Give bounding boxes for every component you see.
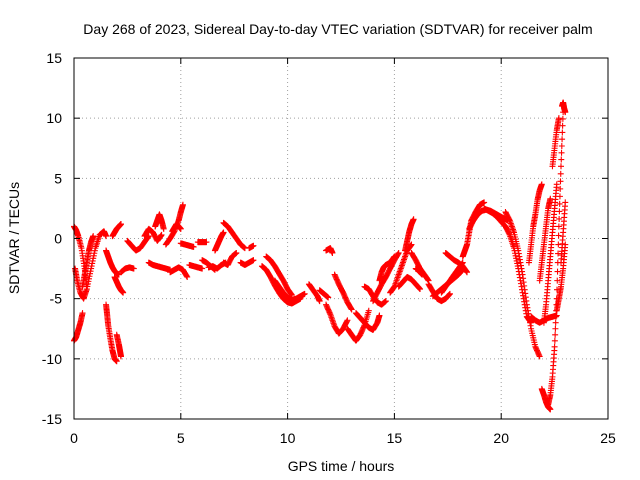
data-point-interp	[558, 149, 565, 156]
data-point	[199, 265, 206, 272]
axis-ticks	[73, 57, 609, 420]
x-tick-labels: 0 5 10 15 20 25	[70, 430, 616, 446]
data-point-interp	[554, 268, 561, 275]
data-point	[562, 241, 569, 248]
data-point	[177, 225, 184, 232]
data-point	[301, 290, 308, 297]
data-point	[562, 109, 569, 116]
data-point	[481, 199, 488, 206]
data-point-interp	[552, 313, 559, 320]
data-point-interp	[559, 122, 566, 129]
data-point	[365, 307, 372, 314]
data-point	[551, 343, 558, 350]
data-point	[90, 233, 97, 240]
data-point	[130, 265, 137, 272]
data-point	[382, 298, 389, 305]
y-tick-label: 15	[46, 50, 62, 66]
data-point-interp	[552, 325, 559, 332]
x-tick-label: 25	[600, 430, 616, 446]
data-point	[547, 406, 554, 413]
y-tick-label: 10	[46, 110, 62, 126]
data-point	[160, 225, 167, 232]
data-point	[179, 201, 186, 208]
data-point-interp	[558, 142, 565, 149]
data-point-interp	[552, 331, 559, 338]
data-point-interp	[554, 277, 561, 284]
data-point	[120, 289, 127, 296]
y-axis-label: SDTVAR / TECUs	[6, 182, 22, 294]
data-point	[410, 216, 417, 223]
data-point	[190, 243, 197, 250]
data-point-interp	[557, 185, 564, 192]
data-point	[395, 249, 402, 256]
data-point-interp	[555, 241, 562, 248]
data-point	[250, 242, 257, 249]
data-point	[558, 163, 565, 170]
data-point	[553, 181, 560, 188]
x-tick-label: 0	[70, 430, 78, 446]
data-points	[71, 99, 569, 413]
data-point	[538, 181, 545, 188]
y-tick-label: 0	[54, 231, 62, 247]
data-point-interp	[557, 178, 564, 185]
data-point	[316, 298, 323, 305]
data-point	[446, 290, 453, 297]
data-point	[536, 353, 543, 360]
data-point	[79, 310, 86, 317]
data-point	[408, 241, 415, 248]
data-point	[158, 231, 165, 238]
x-tick-label: 5	[177, 430, 185, 446]
data-point-interp	[552, 319, 559, 326]
data-point	[233, 249, 240, 256]
data-point	[348, 306, 355, 313]
data-point-interp	[559, 129, 566, 136]
data-point-interp	[559, 115, 566, 122]
data-point	[376, 312, 383, 319]
chart-title: Day 268 of 2023, Sidereal Day-to-day VTE…	[83, 21, 592, 37]
data-point-interp	[555, 250, 562, 257]
x-axis-label: GPS time / hours	[288, 458, 395, 474]
data-point-interp	[559, 136, 566, 143]
data-point	[113, 358, 120, 365]
data-point	[555, 115, 562, 122]
data-point	[329, 249, 336, 256]
data-point	[419, 271, 426, 278]
data-point	[417, 286, 424, 293]
data-point	[184, 274, 191, 281]
data-point	[103, 233, 110, 240]
data-point	[547, 195, 554, 202]
y-tick-label: -10	[42, 351, 62, 367]
data-point	[220, 229, 227, 236]
data-point	[562, 199, 569, 206]
x-tick-label: 15	[387, 430, 403, 446]
data-point-interp	[558, 156, 565, 163]
data-point-interp	[557, 170, 564, 177]
data-point-interp	[551, 337, 558, 344]
data-point	[344, 317, 351, 324]
data-point	[325, 294, 332, 301]
x-tick-label: 20	[493, 430, 509, 446]
data-point-interp	[556, 200, 563, 207]
data-point	[203, 239, 210, 246]
data-point	[117, 353, 124, 360]
data-point-interp	[556, 215, 563, 222]
data-point-interp	[555, 232, 562, 239]
data-point	[555, 223, 562, 230]
data-point	[464, 269, 471, 276]
grid-lines	[74, 58, 608, 419]
y-tick-label: -5	[50, 291, 63, 307]
y-tick-label: 5	[54, 170, 62, 186]
data-point-interp	[556, 193, 563, 200]
y-tick-label: -15	[42, 411, 62, 427]
data-point-interp	[556, 208, 563, 215]
y-tick-labels: -15 -10 -5 0 5 10 15	[42, 50, 62, 427]
data-point	[250, 257, 257, 264]
data-point	[117, 221, 124, 228]
data-point	[391, 253, 398, 260]
x-tick-label: 10	[280, 430, 296, 446]
